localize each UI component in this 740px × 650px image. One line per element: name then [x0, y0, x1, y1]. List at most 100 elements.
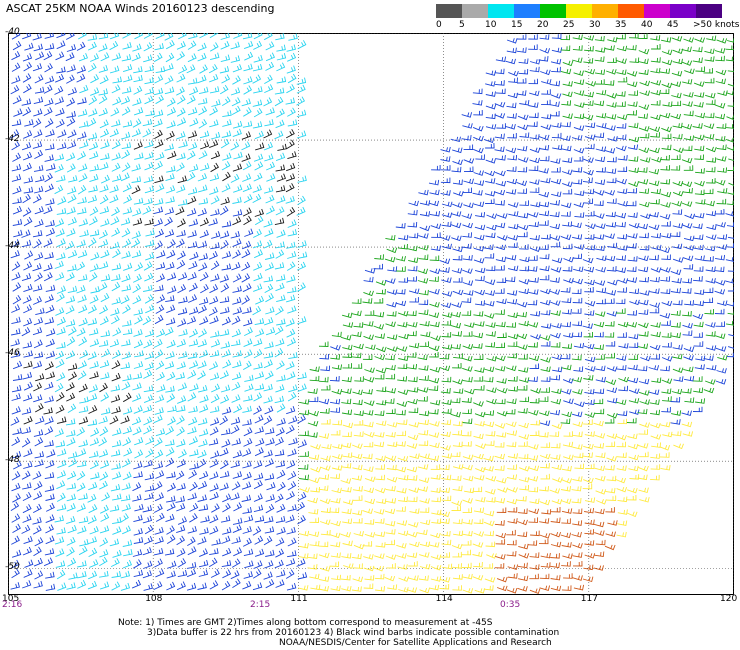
- wind-barb: [362, 541, 373, 547]
- wind-barb: [605, 298, 615, 304]
- wind-barb: [198, 184, 208, 193]
- wind-barb: [638, 331, 649, 337]
- wind-barb: [122, 183, 132, 193]
- wind-barb: [133, 569, 144, 578]
- wind-barb: [33, 96, 44, 105]
- wind-barb: [340, 442, 352, 449]
- wind-barb: [44, 381, 54, 390]
- wind-barb: [198, 328, 208, 338]
- wind-barb: [131, 176, 142, 183]
- wind-barb: [33, 491, 43, 501]
- wind-barb: [266, 161, 275, 171]
- wind-barb: [539, 265, 550, 272]
- wind-barb: [386, 408, 396, 415]
- wind-barb: [363, 290, 374, 297]
- wind-barb: [528, 289, 539, 295]
- wind-barb: [539, 155, 550, 162]
- wind-barb: [55, 548, 65, 558]
- wind-barb: [232, 517, 243, 525]
- wind-barb: [44, 33, 55, 39]
- wind-barb: [539, 220, 549, 226]
- wind-barb: [595, 452, 606, 459]
- wind-barb: [539, 585, 551, 591]
- wind-barb: [230, 460, 240, 469]
- wind-barb: [209, 350, 220, 358]
- wind-barb: [462, 530, 473, 537]
- wind-barb: [288, 384, 298, 393]
- wind-barb: [13, 229, 23, 238]
- wind-barb: [703, 67, 713, 74]
- wind-barb: [276, 44, 286, 52]
- wind-barb: [11, 174, 22, 182]
- wind-barb: [57, 129, 67, 138]
- wind-barb: [243, 215, 252, 226]
- wind-barb: [243, 107, 252, 117]
- wind-barb: [660, 276, 671, 282]
- wind-barb: [595, 365, 606, 372]
- wind-barb: [727, 346, 734, 349]
- wind-barb: [386, 247, 398, 254]
- wind-barb: [209, 139, 219, 149]
- wind-barb: [122, 33, 132, 39]
- wind-barb: [472, 88, 483, 95]
- wind-barb: [176, 51, 186, 61]
- wind-barb: [21, 229, 31, 238]
- wind-barb: [506, 550, 517, 557]
- wind-barb: [395, 222, 406, 229]
- wind-barb: [604, 255, 616, 262]
- wind-barb: [351, 475, 363, 481]
- wind-barb: [571, 485, 582, 492]
- wind-barb: [276, 403, 286, 413]
- wind-barb: [660, 179, 671, 185]
- wind-barb: [352, 510, 363, 516]
- wind-barb: [252, 99, 263, 107]
- wind-barb: [23, 216, 33, 227]
- wind-barb: [496, 477, 507, 484]
- wind-barb: [54, 96, 64, 105]
- wind-barb: [484, 300, 495, 307]
- wind-barb: [694, 37, 706, 43]
- wind-barb: [22, 341, 33, 349]
- wind-barb: [648, 212, 659, 218]
- wind-barb: [584, 519, 595, 526]
- wind-barb: [562, 343, 572, 349]
- wind-barb: [484, 410, 495, 416]
- wind-barb: [33, 108, 43, 117]
- wind-barb: [189, 360, 199, 369]
- wind-barb: [473, 453, 484, 460]
- wind-barb: [253, 493, 263, 502]
- wind-barb: [605, 125, 616, 131]
- wind-barb: [484, 577, 496, 583]
- wind-barb: [638, 266, 649, 273]
- wind-barb: [331, 574, 342, 581]
- wind-barb: [253, 262, 263, 271]
- wind-barb: [638, 48, 650, 55]
- wind-barb: [199, 527, 209, 535]
- wind-barb: [309, 366, 320, 372]
- wind-barb: [133, 461, 143, 470]
- wind-barb: [242, 33, 253, 40]
- wind-barb: [209, 483, 219, 492]
- wind-barb: [373, 566, 385, 572]
- wind-barb: [221, 263, 232, 271]
- wind-barb: [419, 341, 429, 347]
- wind-barb: [626, 44, 637, 51]
- wind-barb: [473, 433, 484, 440]
- wind-barb: [11, 535, 20, 545]
- wind-barb: [507, 464, 518, 470]
- wind-barb: [111, 439, 122, 448]
- wind-barb: [650, 188, 661, 195]
- wind-barb: [286, 491, 295, 501]
- wind-barb: [474, 385, 485, 391]
- wind-barb: [176, 581, 186, 591]
- wind-barb: [519, 100, 530, 106]
- wind-barb: [43, 557, 54, 567]
- wind-barb: [705, 331, 716, 337]
- wind-barb: [572, 331, 582, 338]
- wind-barb: [517, 586, 528, 592]
- wind-barb: [684, 68, 695, 75]
- wind-barb: [573, 202, 585, 208]
- wind-barb: [320, 455, 331, 462]
- wind-barb: [572, 560, 583, 567]
- wind-barb: [650, 89, 661, 96]
